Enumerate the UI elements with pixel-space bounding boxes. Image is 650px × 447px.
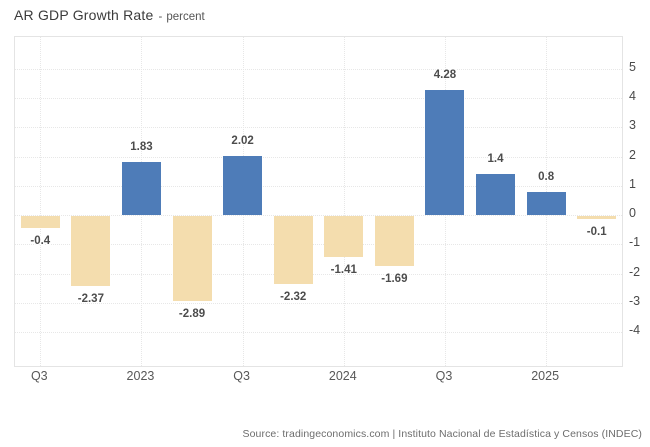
bar[interactable] [374, 216, 414, 266]
bar-value-label: 1.4 [487, 153, 504, 166]
bar-value-label: -2.32 [280, 291, 307, 304]
bar[interactable] [577, 216, 617, 220]
chart-title: AR GDP Growth Rate [14, 7, 154, 23]
x-axis-tick-label: Q3 [233, 369, 250, 383]
bar-value-label: -1.41 [330, 264, 357, 277]
bar[interactable] [425, 89, 465, 216]
chart-title-row: AR GDP Growth Rate - percent [14, 7, 205, 23]
gridline-horizontal [15, 97, 622, 99]
y-axis-tick-label: 1 [629, 176, 636, 191]
y-axis-tick-label: -1 [629, 235, 641, 250]
gridline-horizontal [15, 215, 622, 217]
bar[interactable] [71, 216, 111, 286]
gridline-horizontal [15, 244, 622, 246]
gridline-horizontal [15, 156, 622, 158]
gridline-horizontal [15, 68, 622, 70]
x-axis-tick-label: 2023 [126, 369, 155, 383]
chart-unit-label: percent [166, 11, 205, 23]
x-axis-tick-label: Q3 [435, 369, 453, 383]
y-axis-tick-label: 5 [629, 59, 636, 74]
bar[interactable] [172, 216, 212, 301]
bar-value-label: -1.69 [381, 272, 408, 285]
source-attribution: Source: tradingeconomics.com | Instituto… [242, 428, 642, 440]
bar[interactable] [273, 216, 313, 285]
bar[interactable] [526, 191, 566, 216]
y-axis-tick-label: -3 [629, 294, 641, 308]
y-axis-tick-label: -4 [629, 323, 641, 338]
bar[interactable] [223, 155, 263, 216]
x-axis-tick-label: 2024 [328, 369, 357, 383]
y-axis-tick-label: 2 [629, 147, 636, 162]
y-axis-tick-label: 3 [629, 118, 636, 133]
gridline-horizontal [15, 273, 622, 275]
y-axis-tick-label: -2 [629, 264, 641, 279]
plot-area: -0.4 -2.37 1.83 -2.89 2.02 -2.32 -1.41 -1.69 4.2… [14, 36, 623, 367]
bar[interactable] [476, 174, 516, 216]
bar-value-label: 1.83 [130, 140, 153, 153]
gridline-horizontal [15, 332, 622, 334]
bar[interactable] [121, 161, 161, 216]
x-axis-tick-label: 2025 [531, 369, 560, 383]
gridline-vertical [40, 37, 42, 366]
bar-value-label: 0.8 [538, 170, 555, 183]
x-axis-tick-label: Q3 [30, 369, 48, 383]
chart-title-separator: - [158, 11, 163, 23]
gridline-horizontal [15, 303, 622, 304]
gridline-horizontal [15, 185, 622, 187]
bar-value-label: 2.02 [231, 134, 254, 147]
bar[interactable] [20, 216, 60, 228]
y-axis-tick-label: 0 [629, 206, 636, 221]
gridline-vertical [343, 37, 345, 366]
bar[interactable] [324, 216, 364, 258]
bar-value-label: 4.28 [433, 68, 457, 81]
y-axis-tick-label: 4 [629, 88, 636, 103]
bar-value-label: -2.89 [178, 307, 206, 320]
gridline-horizontal [15, 127, 622, 129]
bar-value-label: -0.4 [30, 234, 51, 247]
bar-value-label: -0.1 [586, 226, 607, 239]
bar-value-label: -2.37 [77, 292, 104, 305]
